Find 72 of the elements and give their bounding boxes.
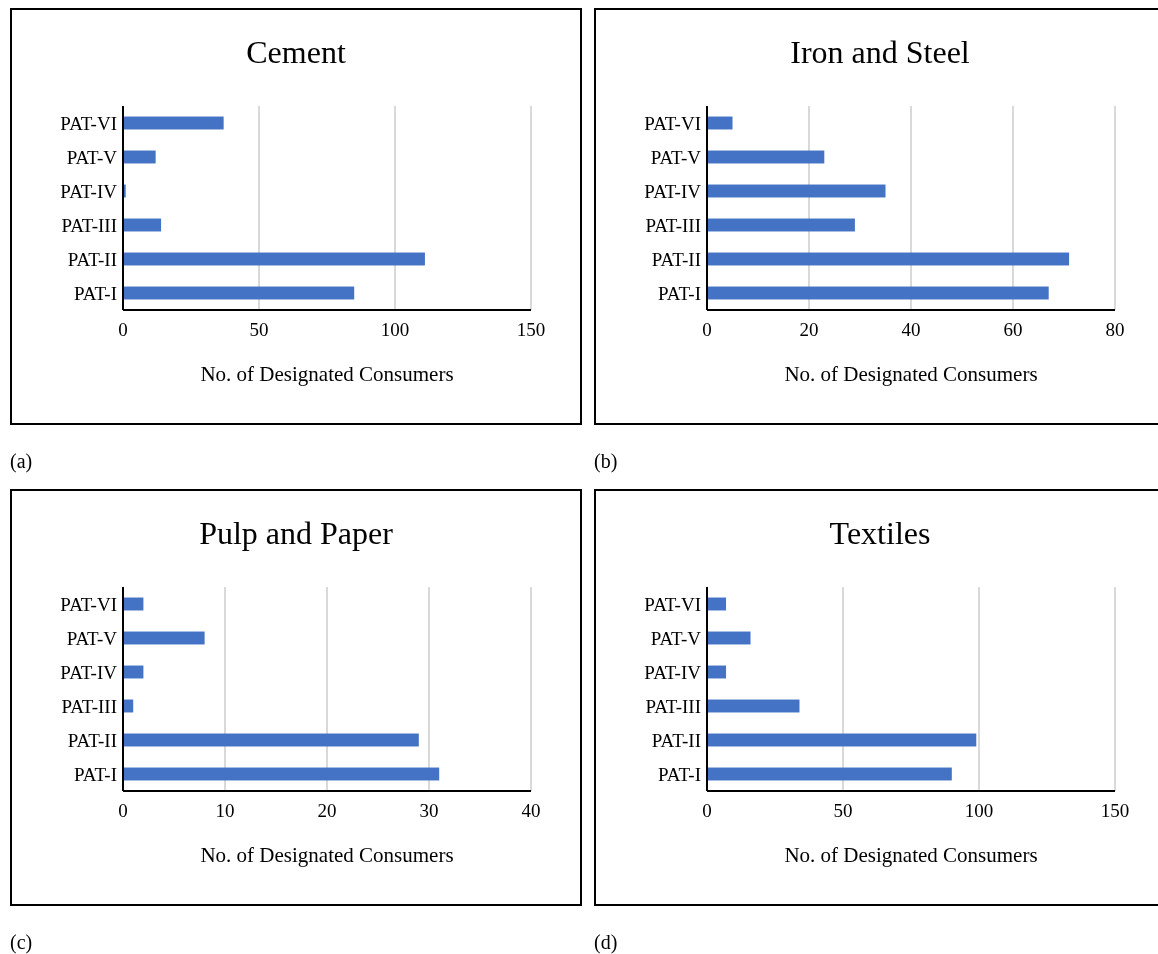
bar bbox=[123, 286, 355, 300]
y-tick-label: PAT-II bbox=[651, 248, 701, 270]
y-tick-label: PAT-I bbox=[658, 763, 701, 785]
bar bbox=[707, 631, 751, 645]
x-tick-label: 150 bbox=[516, 319, 546, 340]
text: (d) bbox=[594, 931, 618, 954]
bar bbox=[123, 218, 162, 232]
bar bbox=[707, 184, 886, 198]
chart-title: Pulp and Paper bbox=[199, 515, 394, 551]
x-tick-label: 0 bbox=[118, 319, 128, 340]
chart-title: Textiles bbox=[829, 515, 931, 551]
y-tick-label: PAT-II bbox=[651, 729, 701, 751]
y-tick-label: PAT-III bbox=[61, 214, 117, 236]
bar bbox=[707, 286, 1049, 300]
y-tick-label: PAT-VI bbox=[60, 593, 117, 615]
bar bbox=[123, 631, 205, 645]
y-tick-label: PAT-VI bbox=[60, 112, 117, 134]
bar bbox=[707, 218, 855, 232]
text: (a) bbox=[10, 450, 33, 473]
bar bbox=[707, 767, 952, 781]
y-tick-label: PAT-II bbox=[67, 729, 117, 751]
bar bbox=[123, 767, 440, 781]
text: (b) bbox=[594, 450, 618, 473]
x-tick-label: 20 bbox=[799, 319, 819, 340]
y-tick-label: PAT-V bbox=[66, 627, 118, 649]
x-tick-label: 60 bbox=[1003, 319, 1023, 340]
x-tick-label: 10 bbox=[215, 800, 235, 821]
bar bbox=[123, 150, 156, 164]
y-tick-label: PAT-IV bbox=[60, 180, 118, 202]
x-tick-label: 0 bbox=[702, 800, 712, 821]
bar bbox=[707, 116, 733, 130]
y-tick-label: PAT-I bbox=[74, 282, 117, 304]
y-tick-label: PAT-I bbox=[658, 282, 701, 304]
x-tick-label: 100 bbox=[964, 800, 994, 821]
x-tick-label: 50 bbox=[249, 319, 269, 340]
x-tick-label: 40 bbox=[521, 800, 541, 821]
x-tick-label: 0 bbox=[118, 800, 128, 821]
y-tick-label: PAT-V bbox=[650, 146, 702, 168]
x-tick-label: 80 bbox=[1105, 319, 1125, 340]
x-tick-label: 30 bbox=[419, 800, 439, 821]
x-axis-title: No. of Designated Consumers bbox=[784, 843, 1038, 867]
y-tick-label: PAT-VI bbox=[644, 593, 701, 615]
bar bbox=[707, 733, 977, 747]
y-tick-label: PAT-II bbox=[67, 248, 117, 270]
y-tick-label: PAT-IV bbox=[644, 180, 702, 202]
bar bbox=[123, 252, 425, 266]
y-tick-label: PAT-V bbox=[650, 627, 702, 649]
bar bbox=[123, 733, 419, 747]
y-tick-label: PAT-III bbox=[61, 695, 117, 717]
y-tick-label: PAT-III bbox=[645, 695, 701, 717]
y-tick-label: PAT-III bbox=[645, 214, 701, 236]
x-tick-label: 150 bbox=[1100, 800, 1130, 821]
x-tick-label: 100 bbox=[380, 319, 410, 340]
x-tick-label: 0 bbox=[702, 319, 712, 340]
y-tick-label: PAT-V bbox=[66, 146, 118, 168]
y-tick-label: PAT-VI bbox=[644, 112, 701, 134]
chart-title: Cement bbox=[246, 34, 346, 70]
text: (c) bbox=[10, 931, 33, 954]
x-tick-label: 50 bbox=[833, 800, 853, 821]
y-tick-label: PAT-I bbox=[74, 763, 117, 785]
y-tick-label: PAT-IV bbox=[60, 661, 118, 683]
bar bbox=[707, 699, 800, 713]
bar bbox=[707, 252, 1070, 266]
y-tick-label: PAT-IV bbox=[644, 661, 702, 683]
x-tick-label: 20 bbox=[317, 800, 337, 821]
chart-title: Iron and Steel bbox=[790, 34, 970, 70]
x-axis-title: No. of Designated Consumers bbox=[200, 843, 454, 867]
x-axis-title: No. of Designated Consumers bbox=[784, 362, 1038, 386]
x-axis-title: No. of Designated Consumers bbox=[200, 362, 454, 386]
x-tick-label: 40 bbox=[901, 319, 921, 340]
bar bbox=[707, 150, 825, 164]
bar bbox=[123, 116, 224, 130]
